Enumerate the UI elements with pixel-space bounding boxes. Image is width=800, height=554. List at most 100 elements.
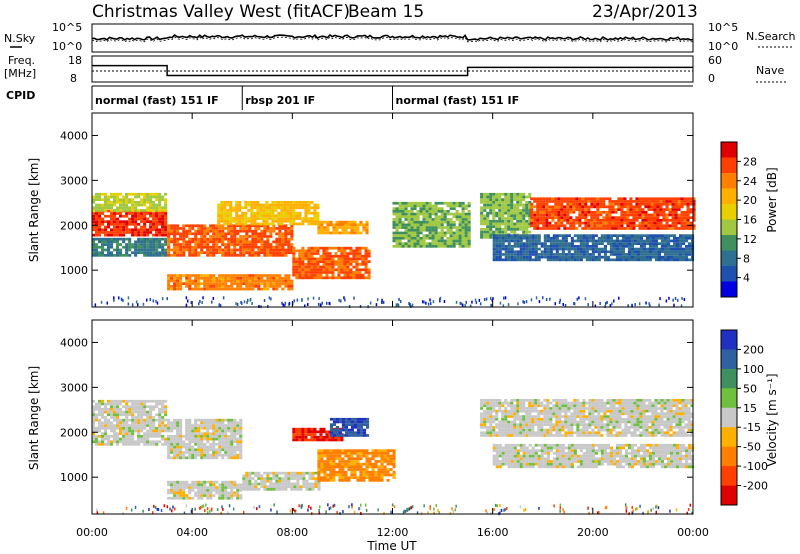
heatmap-cell [280, 203, 284, 207]
heatmap-cell [269, 282, 273, 285]
heatmap-cell [353, 223, 357, 227]
heatmap-cell [489, 195, 493, 199]
heatmap-cell [503, 296, 505, 300]
heatmap-cell [434, 228, 438, 232]
heatmap-cell [584, 297, 587, 301]
heatmap-cell [170, 229, 174, 233]
heatmap-cell [519, 211, 523, 215]
heatmap-cell [158, 440, 162, 444]
heatmap-cell [167, 251, 171, 254]
heatmap-cell [206, 245, 210, 249]
heatmap-cell [209, 443, 213, 446]
heatmap-cell [404, 207, 408, 210]
heatmap-cell [627, 247, 631, 251]
heatmap-cell [621, 258, 625, 262]
heatmap-cell [683, 197, 687, 201]
heatmap-cell [167, 443, 171, 446]
heatmap-cell [584, 197, 588, 201]
heatmap-cell [609, 234, 613, 237]
heatmap-cell [557, 227, 561, 230]
heatmap-cell [275, 474, 279, 478]
heatmap-cell [259, 209, 263, 212]
heatmap-cell [528, 217, 532, 220]
heatmap-cell [599, 302, 601, 305]
heatmap-cell [155, 233, 159, 237]
heatmap-cell [272, 285, 276, 288]
heatmap-cell [221, 232, 225, 236]
heatmap-cell [316, 203, 320, 207]
heatmap-cell [501, 222, 505, 226]
heatmap-cell [149, 248, 153, 252]
heatmap-cell [179, 437, 183, 441]
heatmap-cell [116, 195, 120, 199]
heatmap-cell [101, 228, 105, 232]
heatmap-cell [673, 303, 675, 307]
heatmap-cell [170, 483, 174, 487]
heatmap-cell [283, 206, 287, 210]
heatmap-cell [395, 228, 399, 232]
heatmap-cell [182, 480, 186, 484]
heatmap-cell [200, 421, 204, 425]
heatmap-cell [621, 234, 625, 237]
heatmap-cell [251, 243, 255, 246]
heatmap-cell [434, 245, 438, 248]
heatmap-cell [206, 421, 210, 425]
heatmap-cell [176, 488, 180, 492]
heatmap-cell [629, 213, 633, 217]
heatmap-cell [359, 220, 363, 224]
heatmap-cell [176, 224, 180, 228]
heatmap-cell [338, 428, 342, 432]
heatmap-cell [688, 247, 692, 251]
heatmap-cell [313, 438, 317, 442]
heatmap-cell [224, 251, 228, 254]
heatmap-cell [224, 285, 228, 288]
heatmap-cell [275, 479, 279, 483]
heatmap-cell [579, 253, 583, 256]
heatmap-cell [92, 408, 96, 411]
heatmap-cell [164, 201, 168, 204]
heatmap-cell [495, 234, 499, 237]
heatmap-cell [200, 418, 204, 422]
heatmap-cell [224, 276, 228, 280]
heatmap-cell [167, 448, 171, 452]
heatmap-cell [131, 402, 135, 406]
heatmap-cell [668, 210, 672, 214]
heatmap-cell [227, 274, 231, 277]
heatmap-cell [564, 234, 568, 237]
heatmap-cell [292, 206, 296, 210]
heatmap-cell [131, 418, 135, 422]
heatmap-cell [337, 246, 341, 250]
heatmap-cell [674, 224, 678, 228]
heatmap-cell [554, 227, 558, 230]
heatmap-cell [519, 198, 523, 201]
heatmap-cell [217, 209, 221, 212]
heatmap-cell [431, 207, 435, 210]
heatmap-cell [443, 210, 447, 213]
heatmap-cell [335, 426, 339, 429]
heatmap-cell [170, 440, 174, 444]
heatmap-cell [564, 304, 567, 307]
heatmap-cell [188, 451, 192, 454]
heatmap-cell [501, 206, 505, 210]
heatmap-cell [217, 214, 221, 218]
heatmap-cell [331, 260, 335, 263]
heatmap-cell [461, 226, 465, 229]
heatmap-cell [641, 224, 645, 228]
heatmap-cell [149, 209, 153, 212]
heatmap-cell [401, 210, 405, 213]
heatmap-cell [212, 237, 216, 241]
heatmap-cell [256, 201, 260, 204]
heatmap-cell [361, 276, 365, 280]
heatmap-cell [227, 494, 231, 497]
heatmap-cell [296, 477, 300, 480]
heatmap-cell [635, 224, 639, 228]
heatmap-cell [113, 399, 117, 403]
heatmap-cell [618, 253, 622, 256]
heatmap-cell [295, 438, 299, 442]
heatmap-cell [122, 223, 126, 226]
heatmap-cell [128, 212, 132, 215]
heatmap-cell [164, 203, 168, 207]
heatmap-cell [458, 226, 462, 229]
heatmap-cell [212, 486, 216, 489]
heatmap-cell [245, 248, 249, 252]
